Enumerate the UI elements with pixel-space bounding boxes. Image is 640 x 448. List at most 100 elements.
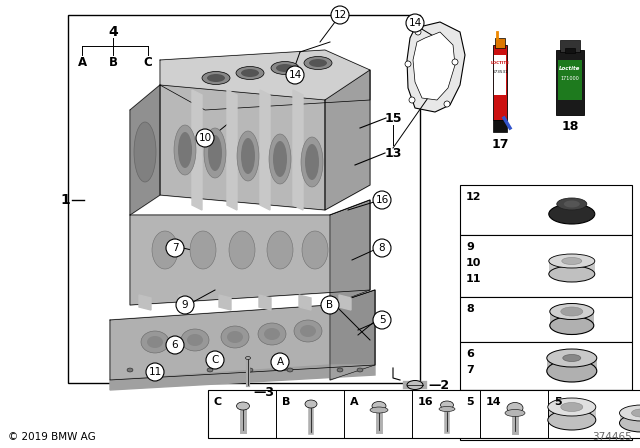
Polygon shape <box>260 90 270 210</box>
Text: 17: 17 <box>492 138 509 151</box>
Text: LOCTITE: LOCTITE <box>490 61 509 65</box>
Ellipse shape <box>190 231 216 269</box>
Text: 8: 8 <box>466 304 474 314</box>
Ellipse shape <box>141 331 169 353</box>
Ellipse shape <box>300 325 316 337</box>
Ellipse shape <box>557 198 587 210</box>
Ellipse shape <box>236 66 264 79</box>
Bar <box>620 413 640 425</box>
Ellipse shape <box>505 409 525 417</box>
Ellipse shape <box>507 402 523 414</box>
Circle shape <box>406 14 424 32</box>
Text: B: B <box>109 56 118 69</box>
Polygon shape <box>330 290 375 380</box>
Circle shape <box>166 239 184 257</box>
Ellipse shape <box>147 336 163 348</box>
Text: 9: 9 <box>182 300 188 310</box>
Bar <box>68 15 420 383</box>
Ellipse shape <box>152 231 178 269</box>
Ellipse shape <box>632 409 640 417</box>
Ellipse shape <box>287 368 293 372</box>
Ellipse shape <box>548 254 595 268</box>
Bar <box>460 390 632 440</box>
Ellipse shape <box>370 407 388 413</box>
Ellipse shape <box>247 368 253 372</box>
Bar <box>548 407 596 421</box>
Ellipse shape <box>304 56 332 69</box>
Ellipse shape <box>550 303 594 319</box>
Ellipse shape <box>258 323 286 345</box>
Ellipse shape <box>407 380 423 389</box>
Polygon shape <box>259 295 271 310</box>
Ellipse shape <box>305 144 319 180</box>
Text: 7: 7 <box>466 365 474 375</box>
Ellipse shape <box>452 59 458 65</box>
Ellipse shape <box>273 141 287 177</box>
Ellipse shape <box>357 368 363 372</box>
Ellipse shape <box>372 401 386 410</box>
Text: B: B <box>282 397 291 407</box>
Text: Loctite: Loctite <box>559 65 580 70</box>
Ellipse shape <box>157 368 163 372</box>
Bar <box>495 38 505 48</box>
Text: © 2019 BMW AG: © 2019 BMW AG <box>8 432 96 442</box>
Bar <box>208 390 640 438</box>
Polygon shape <box>407 22 465 112</box>
Ellipse shape <box>269 134 291 184</box>
Text: 16: 16 <box>376 195 388 205</box>
Polygon shape <box>339 295 351 310</box>
Text: 16: 16 <box>418 397 434 407</box>
Circle shape <box>331 6 349 24</box>
Text: 12: 12 <box>333 10 347 20</box>
Text: 13: 13 <box>384 146 402 159</box>
Ellipse shape <box>337 368 343 372</box>
Text: 4: 4 <box>108 25 118 39</box>
Circle shape <box>286 66 304 84</box>
Ellipse shape <box>207 74 225 82</box>
Polygon shape <box>293 90 303 210</box>
Text: 5: 5 <box>554 397 562 407</box>
Polygon shape <box>179 295 191 310</box>
Ellipse shape <box>548 266 595 282</box>
Circle shape <box>373 311 391 329</box>
Text: 14: 14 <box>408 18 422 28</box>
Bar <box>556 50 584 115</box>
Bar <box>548 261 595 276</box>
Bar <box>460 297 632 342</box>
Polygon shape <box>192 90 202 210</box>
Text: 6: 6 <box>466 349 474 359</box>
Ellipse shape <box>264 328 280 340</box>
Text: 374465: 374465 <box>592 432 632 442</box>
Ellipse shape <box>548 398 596 416</box>
Text: C: C <box>214 397 222 407</box>
Ellipse shape <box>439 406 455 412</box>
Bar <box>547 358 596 372</box>
Polygon shape <box>160 50 370 110</box>
Text: 12: 12 <box>466 192 481 202</box>
Ellipse shape <box>302 231 328 269</box>
Bar <box>494 55 506 95</box>
Polygon shape <box>325 70 370 210</box>
Ellipse shape <box>563 354 581 362</box>
Circle shape <box>166 336 184 354</box>
Ellipse shape <box>227 331 243 343</box>
Polygon shape <box>139 295 151 310</box>
Bar <box>560 40 580 52</box>
Ellipse shape <box>204 128 226 178</box>
Text: 1: 1 <box>60 193 70 207</box>
Circle shape <box>271 353 289 371</box>
Bar <box>550 311 594 327</box>
Ellipse shape <box>440 401 454 409</box>
Circle shape <box>373 239 391 257</box>
Text: 15: 15 <box>384 112 402 125</box>
Ellipse shape <box>301 137 323 187</box>
Ellipse shape <box>561 307 583 316</box>
Ellipse shape <box>178 132 192 168</box>
Text: A: A <box>276 357 284 367</box>
Ellipse shape <box>415 29 421 35</box>
Text: 8: 8 <box>379 243 385 253</box>
Circle shape <box>176 296 194 314</box>
Text: C: C <box>211 355 219 365</box>
Ellipse shape <box>241 69 259 77</box>
Circle shape <box>206 351 224 369</box>
